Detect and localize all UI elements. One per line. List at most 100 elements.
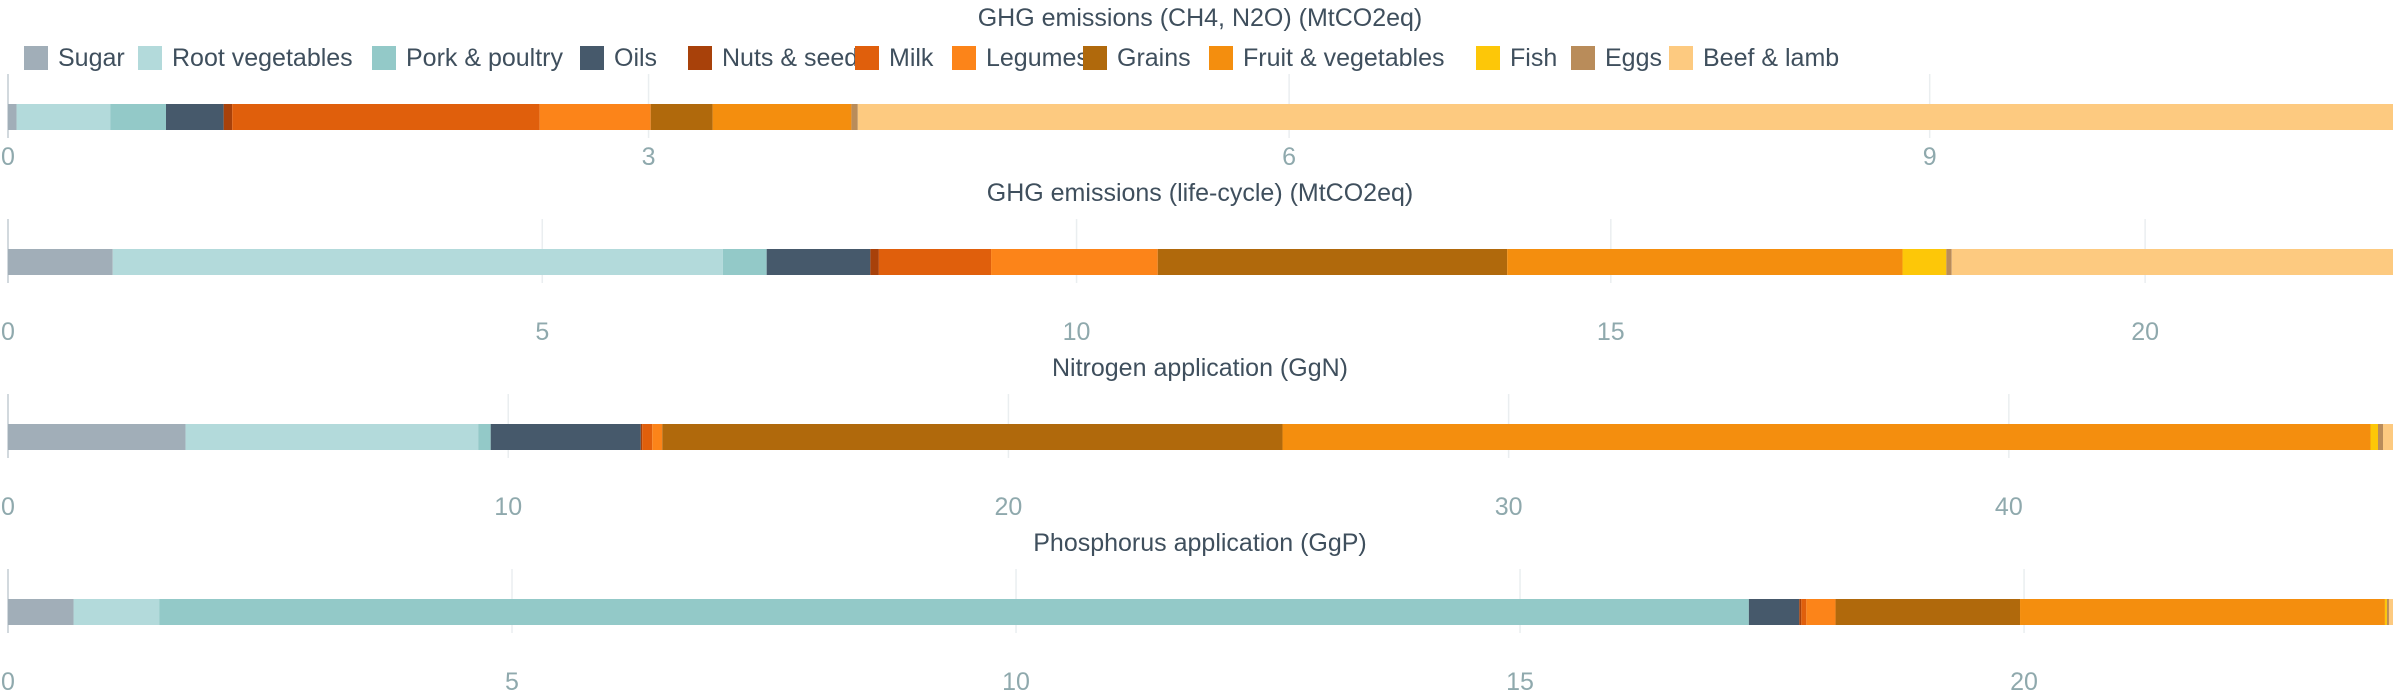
tick-label: 30 — [1495, 493, 1523, 521]
bar-segment-pork-poultry[interactable] — [110, 104, 167, 130]
tick-label: 0 — [1, 143, 15, 171]
legend-label: Sugar — [58, 43, 125, 72]
bar-segment-grains[interactable] — [650, 104, 713, 130]
bar-segment-eggs[interactable] — [1946, 249, 1952, 275]
bar-segment-pork-poultry[interactable] — [159, 599, 1749, 625]
tick-label: 20 — [2010, 668, 2038, 696]
bar-segment-nuts-seeds[interactable] — [640, 424, 643, 450]
legend-label: Eggs — [1605, 43, 1662, 72]
legend-item-2[interactable]: Pork & poultry — [372, 40, 563, 76]
legend-swatch — [1476, 46, 1500, 70]
legend-label: Legumes — [986, 43, 1089, 72]
tick-label: 15 — [1506, 668, 1534, 696]
legend-label: Milk — [889, 43, 934, 72]
legend-swatch — [138, 46, 162, 70]
bar-segment-root-vegetables[interactable] — [73, 599, 160, 625]
legend-item-11[interactable]: Beef & lamb — [1669, 40, 1839, 76]
bar-segment-fish[interactable] — [2370, 424, 2378, 450]
tick-label: 6 — [1282, 143, 1296, 171]
legend-item-6[interactable]: Legumes — [952, 40, 1089, 76]
chart-title: GHG emissions (CH4, N2O) (MtCO2eq) — [978, 4, 1423, 32]
legend-label: Nuts & seeds — [722, 43, 871, 72]
bar-segment-legumes[interactable] — [652, 424, 663, 450]
legend-item-1[interactable]: Root vegetables — [138, 40, 353, 76]
bar-segment-legumes[interactable] — [1806, 599, 1836, 625]
bar-segment-beef-lamb[interactable] — [857, 104, 2394, 130]
legend-swatch — [24, 46, 48, 70]
tick-label: 10 — [1063, 318, 1091, 346]
bar-segment-grains[interactable] — [1157, 249, 1508, 275]
bar-segment-fish[interactable] — [2384, 599, 2387, 625]
bar-segment-beef-lamb[interactable] — [2382, 424, 2393, 450]
chart-3: Phosphorus application (GgP) 0 5 10 15 20 — [1, 529, 2393, 696]
legend-item-3[interactable]: Oils — [580, 40, 657, 76]
tick-label: 3 — [642, 143, 656, 171]
legend-item-0[interactable]: Sugar — [24, 40, 125, 76]
chart-title: Nitrogen application (GgN) — [1052, 354, 1348, 382]
legend-label: Pork & poultry — [406, 43, 564, 72]
legend: Sugar Root vegetables Pork & poultry Oils Nu… — [0, 40, 2400, 76]
legend-swatch — [1083, 46, 1107, 70]
tick-label: 10 — [1002, 668, 1030, 696]
bar-segment-beef-lamb[interactable] — [2388, 599, 2393, 625]
bar-segment-fruit-vegetables[interactable] — [1507, 249, 1903, 275]
tick-label: 10 — [494, 493, 522, 521]
legend-label: Fruit & vegetables — [1243, 43, 1445, 72]
bar-segment-sugar[interactable] — [8, 104, 17, 130]
bar-segment-nuts-seeds[interactable] — [1799, 599, 1802, 625]
bar-segment-milk[interactable] — [878, 249, 992, 275]
chart-title: Phosphorus application (GgP) — [1033, 529, 1367, 557]
bar-segment-sugar[interactable] — [8, 599, 74, 625]
tick-label: 0 — [1, 668, 15, 696]
bar-segment-pork-poultry[interactable] — [478, 424, 491, 450]
legend-item-5[interactable]: Milk — [855, 40, 933, 76]
bar-segment-root-vegetables[interactable] — [185, 424, 479, 450]
bar-segment-fish[interactable] — [1902, 249, 1947, 275]
bar-segment-root-vegetables[interactable] — [112, 249, 723, 275]
tick-label: 5 — [535, 318, 549, 346]
legend-swatch — [855, 46, 879, 70]
chart-title: GHG emissions (life-cycle) (MtCO2eq) — [987, 179, 1413, 207]
bar-segment-root-vegetables[interactable] — [16, 104, 111, 130]
bar-segment-oils[interactable] — [766, 249, 871, 275]
bar-segment-legumes[interactable] — [991, 249, 1158, 275]
bar-segment-milk[interactable] — [1801, 599, 1807, 625]
bar-segment-oils[interactable] — [166, 104, 224, 130]
bar-segment-oils[interactable] — [490, 424, 641, 450]
bar-segment-eggs[interactable] — [2386, 599, 2389, 625]
legend-label: Beef & lamb — [1703, 43, 1840, 72]
bar-segment-fruit-vegetables[interactable] — [1282, 424, 2371, 450]
legend-item-4[interactable]: Nuts & seeds — [688, 40, 871, 76]
legend-swatch — [1669, 46, 1693, 70]
bar-segment-sugar[interactable] — [8, 424, 186, 450]
tick-label: 20 — [2131, 318, 2159, 346]
legend-item-8[interactable]: Fruit & vegetables — [1209, 40, 1445, 76]
tick-label: 15 — [1597, 318, 1625, 346]
bar-segment-oils[interactable] — [1748, 599, 1800, 625]
bar-segment-nuts-seeds[interactable] — [870, 249, 879, 275]
bar-segment-pork-poultry[interactable] — [722, 249, 767, 275]
bar-segment-eggs[interactable] — [2377, 424, 2383, 450]
legend-swatch — [372, 46, 396, 70]
bar-segment-nuts-seeds[interactable] — [223, 104, 233, 130]
legend-item-9[interactable]: Fish — [1476, 40, 1557, 76]
tick-label: 9 — [1923, 143, 1937, 171]
bar-segment-fruit-vegetables[interactable] — [2020, 599, 2385, 625]
legend-item-7[interactable]: Grains — [1083, 40, 1191, 76]
bar-segment-legumes[interactable] — [539, 104, 651, 130]
legend-label: Root vegetables — [172, 43, 353, 72]
bar-segment-grains[interactable] — [662, 424, 1283, 450]
legend-swatch — [580, 46, 604, 70]
chart-1: GHG emissions (life-cycle) (MtCO2eq) 0 5 10… — [1, 179, 2393, 346]
bar-segment-sugar[interactable] — [8, 249, 113, 275]
chart-0: GHG emissions (CH4, N2O) (MtCO2eq) 0 3 6 9 — [1, 4, 2394, 171]
bar-segment-grains[interactable] — [1835, 599, 2021, 625]
bar-segment-beef-lamb[interactable] — [1951, 249, 2393, 275]
bar-segment-eggs[interactable] — [851, 104, 858, 130]
legend-item-10[interactable]: Eggs — [1571, 40, 1662, 76]
legend-swatch — [952, 46, 976, 70]
bar-segment-fruit-vegetables[interactable] — [712, 104, 852, 130]
bar-segment-milk[interactable] — [642, 424, 653, 450]
bar-segment-milk[interactable] — [232, 104, 540, 130]
